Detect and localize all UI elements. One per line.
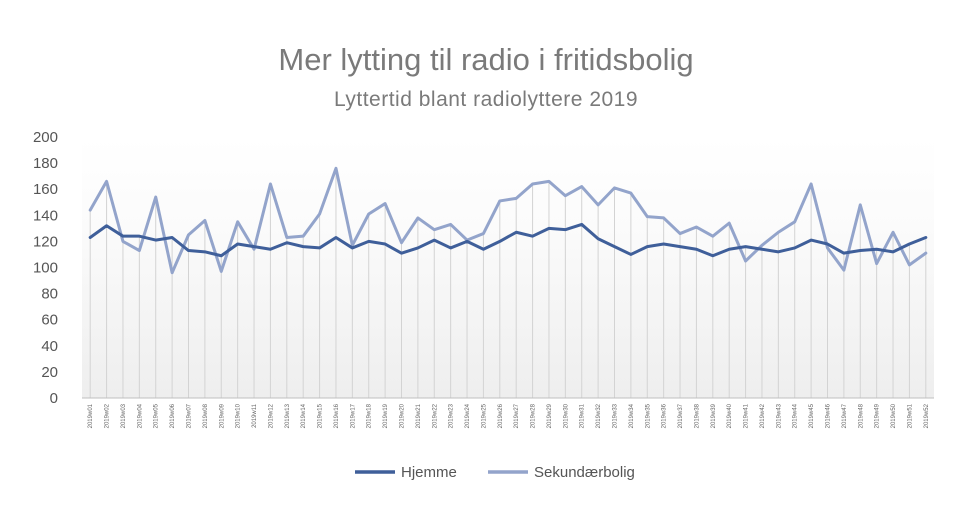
x-tick-label: 2019w49 — [875, 403, 881, 428]
x-tick-label: 2019w14 — [301, 403, 307, 428]
y-tick-label: 140 — [33, 207, 58, 224]
x-tick-label: 2019w33 — [613, 403, 619, 428]
x-tick-label: 2019w17 — [350, 403, 356, 428]
x-tick-label: 2019w52 — [924, 403, 930, 428]
x-tick-label: 2019w44 — [793, 403, 799, 428]
y-tick-label: 200 — [33, 129, 58, 146]
y-tick-label: 100 — [33, 260, 58, 277]
x-axis-ticks: 2019w01 2019w02 2019w03 2019w04 2019w05 2019w… — [88, 403, 930, 428]
x-tick-label: 2019w45 — [809, 403, 815, 428]
x-tick-label: 2019w06 — [170, 403, 176, 428]
x-tick-label: 2019w29 — [547, 403, 553, 428]
y-tick-label: 120 — [33, 233, 58, 250]
x-tick-label: 2019w28 — [531, 403, 537, 428]
x-tick-label: 2019w16 — [334, 403, 340, 428]
x-tick-label: 2019w18 — [367, 403, 373, 428]
x-tick-label: 2019w19 — [383, 403, 389, 428]
x-tick-label: 2019w48 — [858, 403, 864, 428]
x-tick-label: 2019w36 — [662, 403, 668, 428]
x-tick-label: 2019w42 — [760, 403, 766, 428]
y-tick-label: 20 — [41, 364, 58, 381]
x-tick-label: 2019w20 — [400, 403, 406, 428]
y-tick-label: 0 — [50, 390, 58, 407]
legend-label: Sekundærbolig — [534, 464, 635, 481]
x-tick-label: 2019w24 — [465, 403, 471, 428]
x-tick-label: 2019w01 — [88, 403, 94, 428]
y-tick-label: 180 — [33, 155, 58, 172]
x-tick-label: 2019w15 — [318, 403, 324, 428]
x-tick-label: 2019w22 — [432, 403, 438, 428]
x-tick-label: 2019w39 — [711, 403, 717, 428]
x-tick-label: 2019w08 — [203, 403, 209, 428]
x-tick-label: 2019w03 — [121, 403, 127, 428]
series-line-1 — [88, 166, 928, 275]
x-tick-label: 2019w02 — [105, 403, 111, 428]
series-line-0 — [88, 222, 928, 258]
x-tick-label: 2019w41 — [744, 403, 750, 428]
x-tick-label: 2019w05 — [154, 403, 160, 428]
x-tick-label: 2019w37 — [678, 403, 684, 428]
chart-title: Mer lytting til radio i fritidsbolig — [278, 42, 693, 77]
legend-label: Hjemme — [401, 464, 457, 481]
y-tick-label: 60 — [41, 312, 58, 329]
series-group — [88, 166, 928, 275]
x-tick-label: 2019w26 — [498, 403, 504, 428]
y-tick-label: 40 — [41, 338, 58, 355]
x-tick-label: 2019w12 — [268, 403, 274, 428]
x-tick-label: 2019w47 — [842, 403, 848, 428]
x-tick-label: 2019w30 — [563, 403, 569, 428]
x-tick-label: 2019w21 — [416, 403, 422, 428]
drop-lines — [89, 168, 927, 398]
x-tick-label: 2019w40 — [727, 403, 733, 428]
x-tick-label: 2019w43 — [776, 403, 782, 428]
x-tick-label: 2019w10 — [236, 403, 242, 428]
x-tick-label: 2019w27 — [514, 403, 520, 428]
x-tick-label: 2019w25 — [481, 403, 487, 428]
x-tick-label: 2019w34 — [629, 403, 635, 428]
x-tick-label: 2019w38 — [694, 403, 700, 428]
x-tick-label: 2019w46 — [826, 403, 832, 428]
x-tick-label: 2019w11 — [252, 403, 258, 428]
legend: Hjemme Sekundærbolig — [355, 464, 635, 481]
plot-area — [82, 137, 934, 398]
x-tick-label: 2019w09 — [219, 403, 225, 428]
y-tick-label: 80 — [41, 286, 58, 303]
x-tick-label: 2019w13 — [285, 403, 291, 428]
x-tick-label: 2019w31 — [580, 403, 586, 428]
x-tick-label: 2019w23 — [449, 403, 455, 428]
x-tick-label: 2019w07 — [187, 403, 193, 428]
y-tick-label: 160 — [33, 181, 58, 198]
x-tick-label: 2019w04 — [137, 403, 143, 428]
y-axis-ticks: 0 20 40 60 80 100 120 140 160 180 200 — [33, 129, 58, 407]
x-tick-label: 2019w50 — [891, 403, 897, 428]
x-tick-label: 2019w51 — [907, 403, 913, 428]
chart-subtitle: Lyttertid blant radiolyttere 2019 — [334, 88, 638, 111]
x-tick-label: 2019w32 — [596, 403, 602, 428]
x-tick-label: 2019w35 — [645, 403, 651, 428]
